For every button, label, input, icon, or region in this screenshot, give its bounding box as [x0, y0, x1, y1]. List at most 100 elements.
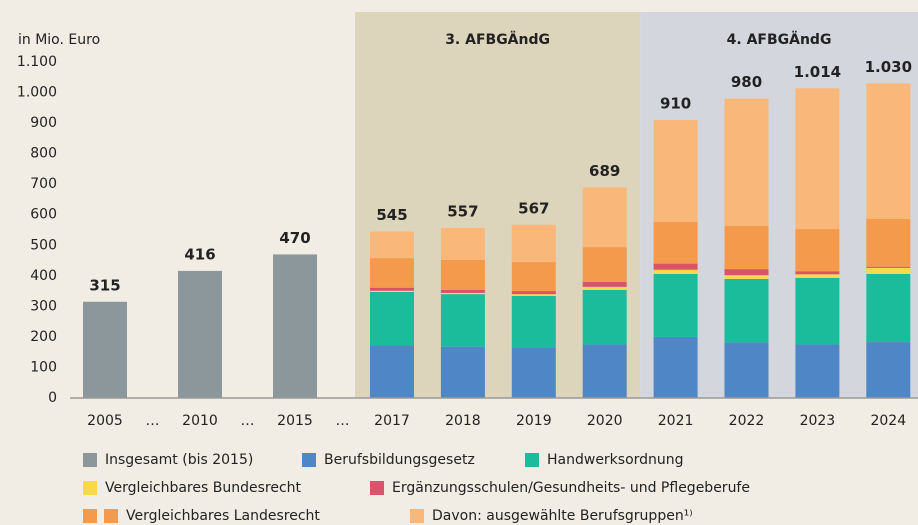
bar-segment [795, 344, 840, 398]
legend-swatch [83, 453, 97, 467]
bar-segment [440, 259, 485, 290]
y-tick-label: 0 [48, 390, 57, 406]
total-label: 315 [89, 276, 120, 294]
bar-segment [370, 345, 414, 398]
bar-segment [370, 292, 414, 346]
legend-swatch [410, 509, 424, 523]
total-label: 1.030 [865, 58, 912, 76]
bar-segment [866, 267, 911, 274]
bar-segment [653, 263, 698, 270]
bar-segment [440, 294, 485, 347]
legend-label: Vergleichbares Bundesrecht [105, 480, 302, 496]
total-label: 689 [589, 162, 620, 180]
x-tick-label: … [146, 413, 160, 429]
x-tick-label: 2015 [277, 413, 313, 429]
y-tick-label: 900 [30, 115, 57, 131]
bar-segment [511, 262, 556, 292]
period-label: 4. AFBGÄndG [727, 31, 832, 48]
bar-segment [582, 281, 627, 287]
x-tick-label: 2021 [658, 413, 694, 429]
x-tick-label: 2023 [800, 413, 836, 429]
legend-swatch [104, 509, 118, 523]
x-tick-label: 2018 [445, 413, 481, 429]
total-label: 910 [660, 95, 691, 113]
legend-label: Ergänzungsschulen/Gesundheits- und Pfleg… [392, 480, 750, 496]
bar-segment [724, 269, 769, 276]
y-tick-label: 100 [30, 359, 57, 375]
bar-segment [178, 270, 222, 398]
bar-segment [653, 273, 698, 337]
bar-segment [866, 266, 911, 268]
legend-swatch [83, 509, 97, 523]
legend-label: Davon: ausgewählte Berufsgruppen¹⁾ [432, 508, 693, 524]
bar-segment [582, 187, 627, 248]
legend-label: Berufsbildungsgesetz [324, 452, 475, 468]
bar-segment [440, 289, 485, 293]
total-label: 470 [279, 229, 310, 247]
total-label: 545 [376, 206, 407, 224]
x-tick-label: 2019 [516, 413, 552, 429]
bar-segment [582, 344, 627, 398]
y-tick-label: 800 [30, 146, 57, 162]
y-tick-label: 500 [30, 237, 57, 253]
y-tick-label: 700 [30, 176, 57, 192]
y-tick-label: 300 [30, 298, 57, 314]
bar-segment [582, 247, 627, 282]
bar-segment [866, 342, 911, 398]
bar-segment [724, 342, 769, 398]
total-label: 567 [518, 199, 549, 217]
bar-segment [440, 346, 485, 398]
y-tick-label: 1.100 [17, 54, 57, 70]
total-label: 980 [731, 73, 762, 91]
total-label: 416 [184, 245, 215, 263]
legend-swatch [370, 481, 384, 495]
bar-segment [866, 83, 911, 220]
bar-segment [511, 294, 556, 296]
y-axis-label: in Mio. Euro [18, 32, 100, 48]
x-tick-label: … [241, 413, 255, 429]
bar-segment [511, 347, 556, 398]
bar-segment [866, 219, 911, 267]
x-tick-label: … [336, 413, 350, 429]
bar-segment [653, 120, 698, 223]
bar-segment [653, 336, 698, 398]
legend-label: Vergleichbares Landesrecht [126, 508, 320, 524]
x-tick-label: 2024 [870, 413, 906, 429]
bar-segment [582, 286, 627, 290]
bar-segment [795, 277, 840, 345]
bar-segment [795, 229, 840, 272]
period-label: 3. AFBGÄndG [445, 31, 550, 48]
bar-segment [795, 271, 840, 275]
bar-segment [653, 222, 698, 264]
x-tick-label: 2017 [374, 413, 410, 429]
legend-label: Handwerksordnung [547, 452, 684, 468]
bar-segment [724, 275, 769, 279]
bar-segment [582, 289, 627, 345]
bar-segment [653, 269, 698, 274]
total-label: 557 [447, 202, 478, 220]
bar-segment [724, 226, 769, 270]
bar-segment [795, 274, 840, 278]
total-label: 1.014 [794, 63, 841, 81]
bar-segment [370, 231, 414, 259]
y-tick-label: 400 [30, 268, 57, 284]
bar-segment [440, 227, 485, 260]
bar-segment [795, 88, 840, 230]
bar-segment [440, 292, 485, 295]
legend-swatch [525, 453, 539, 467]
bar-segment [511, 291, 556, 295]
legend-label: Insgesamt (bis 2015) [105, 452, 253, 468]
bar-segment [83, 301, 127, 398]
bar-segment [370, 290, 414, 293]
bar-segment [866, 273, 911, 343]
bar-segment [511, 224, 556, 263]
y-tick-label: 1.000 [17, 85, 57, 101]
bar-segment [511, 295, 556, 348]
y-tick-label: 600 [30, 207, 57, 223]
x-tick-label: 2020 [587, 413, 623, 429]
x-tick-label: 2022 [729, 413, 765, 429]
bar-segment [273, 254, 317, 398]
legend-swatch [302, 453, 316, 467]
bar-segment [370, 258, 414, 288]
